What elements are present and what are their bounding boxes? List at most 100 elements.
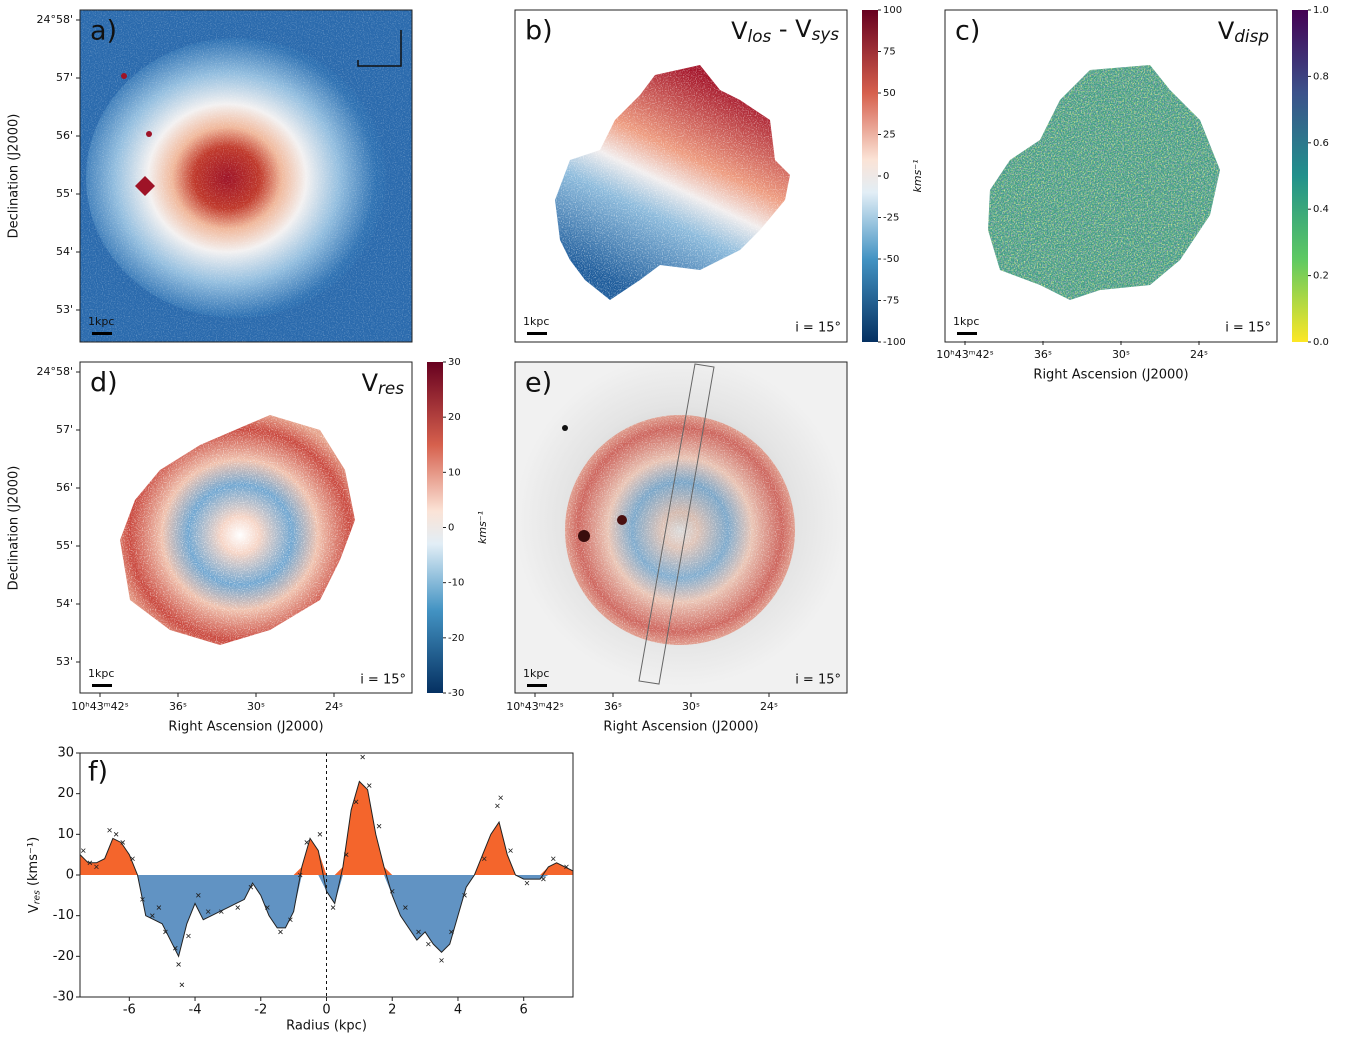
y-axis-label: Declination (J2000) bbox=[7, 466, 22, 591]
x-tick-label: 10ʰ43ᵐ42ˢ bbox=[936, 348, 993, 361]
x-tick-label: 6 bbox=[520, 1003, 528, 1018]
y-tick-label: 53' bbox=[56, 655, 73, 668]
text-part: - V bbox=[771, 15, 812, 43]
scatter-point bbox=[179, 982, 185, 988]
colorbar-tick-label: 0 bbox=[883, 171, 889, 182]
scale-bar bbox=[92, 684, 112, 687]
colorbar-tick-label: -25 bbox=[883, 213, 899, 224]
scatter-point bbox=[107, 827, 112, 833]
scatter-point bbox=[541, 876, 546, 882]
scatter-point bbox=[550, 856, 556, 862]
scatter-point bbox=[389, 888, 395, 894]
x-tick-label: 30ˢ bbox=[682, 700, 700, 713]
scatter-point bbox=[353, 799, 359, 805]
colorbar-tick-label: -30 bbox=[448, 688, 464, 699]
panel-label: e) bbox=[525, 368, 552, 399]
y-tick-label: 54' bbox=[56, 597, 73, 610]
scatter-point bbox=[186, 933, 191, 939]
x-tick-label: 36ˢ bbox=[169, 700, 187, 713]
x-tick-label: 24ˢ bbox=[1190, 348, 1208, 361]
subscript: los bbox=[748, 26, 772, 46]
colorbar-tick-label: -75 bbox=[883, 296, 899, 307]
positive-area bbox=[80, 781, 573, 875]
y-axis-label: Vres (kms⁻¹) bbox=[25, 837, 42, 913]
scatter-point bbox=[376, 823, 382, 829]
x-tick-label: 36ˢ bbox=[1034, 348, 1052, 361]
text-part: V bbox=[362, 369, 379, 397]
noise bbox=[80, 10, 412, 342]
colorbar-tick-label: 25 bbox=[883, 130, 896, 141]
colorbar-tick-label: 0.2 bbox=[1313, 271, 1329, 282]
subscript: disp bbox=[1234, 26, 1269, 46]
scatter-point bbox=[173, 945, 178, 951]
x-tick-label: 10ʰ43ᵐ42ˢ bbox=[71, 700, 128, 713]
x-tick-label: 2 bbox=[388, 1003, 396, 1018]
subscript: sys bbox=[812, 24, 840, 44]
scatter-point bbox=[403, 905, 408, 910]
star bbox=[578, 530, 590, 542]
x-axis-label: Right Ascension (J2000) bbox=[168, 720, 323, 735]
x-tick-label: 24ˢ bbox=[760, 700, 778, 713]
scatter-point bbox=[288, 917, 293, 923]
x-tick-label: 4 bbox=[454, 1003, 462, 1018]
colorbar-tick-label: 30 bbox=[448, 357, 461, 368]
negative-area bbox=[80, 875, 573, 957]
star bbox=[135, 176, 155, 196]
scatter-point bbox=[330, 905, 336, 910]
scatter-point bbox=[360, 754, 365, 760]
scatter-point bbox=[439, 958, 444, 963]
scatter-point bbox=[205, 909, 211, 914]
inclination: i = 15° bbox=[795, 321, 841, 336]
colorbar-tick-label: -20 bbox=[448, 633, 464, 644]
scatter-point bbox=[248, 884, 254, 890]
star bbox=[562, 425, 568, 431]
scatter-point bbox=[163, 929, 168, 935]
x-axis-label: Right Ascension (J2000) bbox=[603, 720, 758, 735]
scatter-point bbox=[87, 860, 93, 866]
scatter-point bbox=[508, 848, 513, 853]
y-tick-label: 56' bbox=[56, 129, 73, 142]
scatter-point bbox=[130, 856, 135, 862]
text-part: V bbox=[731, 17, 748, 45]
scatter-point bbox=[196, 893, 201, 898]
subscript: res bbox=[378, 378, 404, 398]
colorbar bbox=[427, 362, 443, 693]
scatter-point bbox=[564, 864, 569, 870]
scale-bar bbox=[527, 684, 547, 687]
text-part: V bbox=[27, 904, 42, 913]
scatter-point bbox=[278, 929, 283, 935]
colorbar bbox=[862, 10, 878, 342]
frame bbox=[79, 361, 413, 694]
inclination: i = 15° bbox=[360, 673, 406, 688]
y-tick-label: -20 bbox=[53, 949, 74, 964]
y-tick-label: -30 bbox=[53, 990, 74, 1005]
scale-bar-label: 1kpc bbox=[88, 315, 114, 328]
y-tick-label: -10 bbox=[53, 908, 74, 923]
frame bbox=[514, 361, 848, 694]
colorbar-tick-label: 0.8 bbox=[1313, 71, 1329, 82]
scale-bar-label: 1kpc bbox=[953, 315, 979, 328]
x-tick-label: 30ˢ bbox=[1112, 348, 1130, 361]
colorbar-tick-label: 100 bbox=[883, 5, 902, 16]
scale-bar-label: 1kpc bbox=[523, 315, 549, 328]
colorbar-tick-label: 10 bbox=[448, 467, 461, 478]
scatter-point bbox=[113, 832, 119, 837]
scale-bar bbox=[92, 332, 112, 335]
colorbar bbox=[1292, 10, 1308, 342]
colorbar-label: kms⁻¹ bbox=[476, 511, 489, 544]
star bbox=[146, 131, 152, 137]
y-tick-label: 30 bbox=[57, 746, 74, 761]
colorbar-label: kms⁻¹ bbox=[911, 159, 924, 192]
star bbox=[617, 515, 627, 525]
scatter-point bbox=[81, 848, 86, 853]
scatter-point bbox=[235, 905, 241, 910]
slit bbox=[638, 363, 715, 685]
colorbar-tick-label: 0 bbox=[448, 523, 454, 534]
panel-label: b) bbox=[525, 16, 553, 47]
x-axis-label: Radius (kpc) bbox=[286, 1019, 367, 1034]
scatter-point bbox=[94, 864, 99, 870]
scatter-point bbox=[140, 897, 145, 902]
inclination: i = 15° bbox=[1225, 321, 1271, 336]
colorbar-tick-label: -10 bbox=[448, 578, 464, 589]
